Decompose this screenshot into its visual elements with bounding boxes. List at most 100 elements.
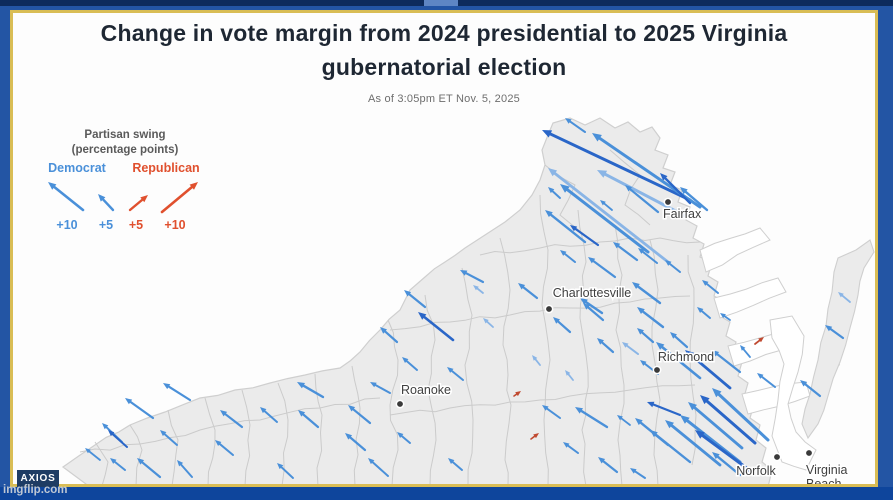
swing-arrow-democrat-head xyxy=(580,298,588,305)
swing-arrow-democrat-head xyxy=(622,342,629,348)
swing-arrow-democrat xyxy=(840,294,851,303)
swing-arrow-democrat-head xyxy=(163,383,171,390)
swing-arrow-democrat xyxy=(568,119,586,133)
swing-arrow-democrat xyxy=(628,187,660,214)
county-border xyxy=(479,237,701,256)
swing-arrow-democrat-head xyxy=(345,433,353,440)
county-border xyxy=(387,319,399,484)
county-border xyxy=(241,389,251,484)
swing-arrow-democrat-head xyxy=(298,410,306,417)
legend-rep-arrow xyxy=(128,197,145,212)
swing-arrow-democrat xyxy=(373,383,391,394)
swing-arrow-democrat-head xyxy=(108,430,115,437)
swing-arrow-democrat-head xyxy=(697,307,704,313)
swing-arrow-democrat-head xyxy=(630,468,637,474)
swing-arrow-democrat xyxy=(828,327,845,340)
swing-arrow-democrat-head xyxy=(548,168,558,177)
swing-arrow-democrat-head xyxy=(665,420,674,429)
legend-dem-arrow xyxy=(101,197,115,212)
swing-arrow-democrat-head xyxy=(102,423,109,430)
swing-arrow-democrat xyxy=(450,369,464,381)
swing-arrow-democrat xyxy=(450,460,463,471)
swing-arrow-democrat-head xyxy=(613,242,621,249)
swing-arrow-democrat xyxy=(128,400,155,420)
swing-arrow-democrat xyxy=(113,460,126,471)
swing-arrow-democrat xyxy=(301,384,325,399)
swing-arrow-democrat-head xyxy=(548,187,555,194)
swing-arrow-democrat xyxy=(715,352,742,374)
swing-arrow-democrat xyxy=(803,382,822,398)
axios-logo: AXIOS xyxy=(17,470,59,487)
swing-arrow-democrat xyxy=(673,334,689,349)
swing-arrow-democrat xyxy=(573,227,600,247)
swing-arrow-democrat xyxy=(566,372,574,381)
water-body xyxy=(713,277,787,319)
swing-arrow-democrat-head xyxy=(800,380,808,387)
city-dot xyxy=(546,306,552,312)
swing-arrow-democrat xyxy=(579,409,609,429)
swing-arrow-democrat-head xyxy=(542,130,553,138)
swing-arrow-democrat xyxy=(301,412,320,429)
swing-arrow-democrat-head xyxy=(740,345,746,351)
swing-arrow-democrat xyxy=(552,171,670,264)
county-border xyxy=(461,267,474,484)
swing-arrow-democrat-head xyxy=(638,248,645,254)
swing-arrow-democrat-head xyxy=(565,370,571,376)
swing-arrow-democrat xyxy=(370,460,389,477)
swing-arrow-democrat xyxy=(715,454,742,477)
swing-arrow-democrat-head xyxy=(635,418,643,426)
swing-arrow-democrat xyxy=(716,392,770,442)
swing-arrow-democrat xyxy=(475,286,484,294)
swing-arrow-democrat-head xyxy=(473,285,479,291)
legend-dem-arrow-head xyxy=(98,194,106,202)
swing-arrow-democrat xyxy=(262,409,278,423)
swing-arrow-democrat-head xyxy=(402,357,409,363)
swing-arrow-democrat xyxy=(550,189,561,199)
swing-arrow-democrat xyxy=(404,359,418,371)
legend-dem-arrow xyxy=(52,185,85,212)
county-border xyxy=(499,237,512,484)
swing-arrow-democrat-head xyxy=(137,458,145,465)
swing-arrow-democrat-head xyxy=(712,350,720,357)
swing-arrow-democrat-head xyxy=(637,328,644,335)
swing-arrow-democrat xyxy=(422,315,455,342)
swing-arrow-democrat-head xyxy=(297,382,305,389)
swing-arrow-democrat xyxy=(586,305,605,322)
swing-arrow-democrat-head xyxy=(665,260,672,266)
swing-arrow-democrat-head xyxy=(125,398,133,405)
county-border xyxy=(687,254,697,466)
swing-arrow-democrat xyxy=(722,314,731,321)
city-dot xyxy=(806,450,812,456)
swing-arrow-democrat xyxy=(407,292,427,309)
swing-arrow-democrat-head xyxy=(600,200,606,206)
swing-arrow-democrat-head xyxy=(277,463,284,470)
swing-arrow-democrat-head xyxy=(447,367,454,373)
swing-arrow-democrat xyxy=(591,259,617,279)
swing-arrow-democrat xyxy=(616,244,639,262)
frame-bottom-bar xyxy=(0,487,893,500)
swing-arrow-democrat xyxy=(633,469,646,479)
city-dot xyxy=(665,199,671,205)
swing-arrow-democrat xyxy=(548,212,587,244)
swing-arrow-democrat-head xyxy=(368,458,375,465)
swing-arrow-democrat-head xyxy=(215,440,222,446)
swing-arrow-democrat xyxy=(566,444,579,454)
swing-arrow-democrat-head xyxy=(460,270,468,276)
city-label: Roanoke xyxy=(401,383,451,397)
city-label: Fairfax xyxy=(663,207,702,221)
swing-arrow-democrat xyxy=(351,407,372,425)
swing-arrow-democrat-head xyxy=(575,407,583,414)
swing-arrow-democrat xyxy=(533,357,541,366)
legend-rep-arrow-head xyxy=(140,195,148,203)
county-border xyxy=(129,424,143,484)
swing-arrow-democrat xyxy=(521,285,539,300)
swing-arrow-democrat-head xyxy=(588,257,596,264)
county-border xyxy=(577,209,589,484)
swing-arrow-democrat-head xyxy=(700,395,710,405)
swing-arrow-democrat-head xyxy=(597,170,608,178)
swing-arrow-democrat xyxy=(742,347,751,358)
swing-arrow-democrat xyxy=(668,262,681,273)
chart-subtitle: As of 3:05pm ET Nov. 5, 2025 xyxy=(368,93,520,105)
swing-arrow-democrat xyxy=(464,271,485,284)
